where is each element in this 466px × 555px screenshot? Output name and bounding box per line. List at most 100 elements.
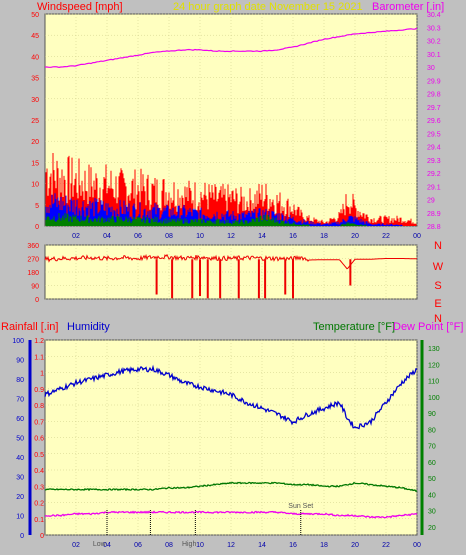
humidity-y-tick-label: 40 <box>16 455 24 462</box>
barometer-y-tick-label: 30.1 <box>427 52 441 59</box>
rain-y-tick-label: 0.8 <box>34 403 44 410</box>
humidity-label: Humidity <box>67 321 110 333</box>
barometer-label: Barometer [.in] <box>372 1 444 13</box>
humidity-line <box>44 364 418 430</box>
temperature-y-tick-label: 70 <box>428 444 436 451</box>
humidity-y-tick-label: 50 <box>16 436 24 443</box>
direction-line <box>44 253 417 270</box>
rain-y-tick-label: 0.1 <box>34 517 44 524</box>
temperature-y-tick-label: 130 <box>428 346 440 353</box>
humidity-x-tick-label: 20 <box>351 542 359 549</box>
wind-x-tick-label: 14 <box>258 233 266 240</box>
rainfall-label: Rainfall [.in] <box>1 321 58 333</box>
humidity-y-tick-label: 90 <box>16 358 24 365</box>
dewpoint-label: Dew Point [°F] <box>393 321 463 333</box>
wind-y-tick-label: 35 <box>31 76 39 83</box>
temperature-y-tick-label: 30 <box>428 509 436 516</box>
temperature-y-tick-label: 80 <box>428 427 436 434</box>
marker-label-high: High <box>182 541 197 548</box>
compass-label-n: N <box>434 313 442 325</box>
humidity-y-tick-label: 20 <box>16 494 24 501</box>
humidity-y-tick-label: 100 <box>12 338 24 345</box>
temperature-y-tick-label: 110 <box>428 379 439 386</box>
temperature-y-tick-label: 20 <box>428 525 436 532</box>
humidity-x-tick-label: 10 <box>196 542 204 549</box>
rain-y-tick-label: 1.1 <box>34 354 44 361</box>
rain-y-tick-label: 0.4 <box>34 468 44 475</box>
series-layer <box>44 27 418 535</box>
humidity-y-tick-label: 10 <box>16 514 24 521</box>
wind-y-tick-label: 20 <box>31 139 39 146</box>
barometer-y-tick-label: 29.2 <box>427 171 441 178</box>
humidity-x-tick-label: 08 <box>165 542 173 549</box>
barometer-y-tick-label: 28.8 <box>427 224 441 231</box>
wind-x-tick-label: 12 <box>227 233 235 240</box>
wind-x-tick-label: 22 <box>382 233 390 240</box>
humidity-y-tick-label: 80 <box>16 377 24 384</box>
barometer-line <box>45 27 418 69</box>
wind-y-tick-label: 10 <box>31 182 39 189</box>
rain-y-tick-label: 1.2 <box>34 338 44 345</box>
wind-y-tick-label: 40 <box>31 54 39 61</box>
compass-label-s: S <box>434 280 441 292</box>
wind-series-windlow <box>45 213 367 226</box>
temperature-y-tick-label: 90 <box>428 411 436 418</box>
temperature-y-tick-label: 100 <box>428 395 440 402</box>
barometer-y-tick-label: 29.4 <box>427 145 441 152</box>
humidity-x-tick-label: 04 <box>103 542 111 549</box>
rain-y-tick-label: 0.3 <box>34 484 44 491</box>
barometer-y-tick-label: 29 <box>427 198 435 205</box>
humidity-x-tick-label: 12 <box>227 542 235 549</box>
barometer-y-tick-label: 29.7 <box>427 105 441 112</box>
barometer-y-tick-label: 29.8 <box>427 92 441 99</box>
barometer-y-tick-label: 30.4 <box>427 12 441 19</box>
wind-y-tick-label: 30 <box>31 97 39 104</box>
temperature-y-tick-label: 120 <box>428 362 440 369</box>
axes-layer: 0510152025303540455028.828.92929.129.229… <box>12 12 443 549</box>
humidity-x-tick-label: 14 <box>258 542 266 549</box>
marker-label-low: Low <box>93 541 107 548</box>
wind-y-tick-label: 5 <box>35 203 39 210</box>
wind-x-tick-label: 08 <box>165 233 173 240</box>
humidity-y-tick-label: 60 <box>16 416 24 423</box>
compass-label-e: E <box>434 298 441 310</box>
temperature-label: Temperature [°F] <box>313 321 395 333</box>
chart-title: 24 hour graph date November 15 2021 <box>173 1 363 13</box>
wind-x-tick-label: 00 <box>413 233 421 240</box>
rain-y-tick-label: 0.7 <box>34 419 44 426</box>
rain-y-tick-label: 0 <box>40 533 44 540</box>
humidity-x-tick-label: 18 <box>320 542 328 549</box>
humidity-x-tick-label: 06 <box>134 542 142 549</box>
humidity-y-tick-label: 70 <box>16 397 24 404</box>
barometer-y-tick-label: 29.9 <box>427 78 441 85</box>
rain-y-tick-label: 0.6 <box>34 436 44 443</box>
temperature-y-tick-label: 40 <box>428 492 436 499</box>
barometer-y-tick-label: 29.1 <box>427 184 441 191</box>
wind-y-tick-label: 0 <box>35 224 39 231</box>
compass-label-n: N <box>434 240 442 252</box>
wind-y-tick-label: 25 <box>31 118 39 125</box>
humidity-x-tick-label: 16 <box>289 542 297 549</box>
wind-x-tick-label: 16 <box>289 233 297 240</box>
rain-y-tick-label: 0.9 <box>34 387 44 394</box>
wind-y-tick-label: 45 <box>31 33 39 40</box>
marker-label-sun-set: Sun Set <box>288 503 313 510</box>
direction-y-tick-label: 270 <box>27 257 39 264</box>
humidity-x-tick-label: 22 <box>382 542 390 549</box>
barometer-y-tick-label: 30.3 <box>427 25 441 32</box>
wind-y-tick-label: 15 <box>31 160 39 167</box>
wind-y-tick-label: 50 <box>31 12 39 19</box>
windspeed-label: Windspeed [mph] <box>37 1 123 13</box>
humidity-y-tick-label: 30 <box>16 475 24 482</box>
barometer-y-tick-label: 29.6 <box>427 118 441 125</box>
wind-x-tick-label: 10 <box>196 233 204 240</box>
humidity-x-tick-label: 02 <box>72 542 80 549</box>
wind-x-tick-label: 18 <box>320 233 328 240</box>
temperature-y-tick-label: 60 <box>428 460 436 467</box>
wind-x-tick-label: 04 <box>103 233 111 240</box>
rain-y-tick-label: 0.2 <box>34 501 44 508</box>
compass-label-w: W <box>433 261 444 273</box>
direction-y-tick-label: 360 <box>27 243 39 250</box>
barometer-y-tick-label: 30.2 <box>427 39 441 46</box>
